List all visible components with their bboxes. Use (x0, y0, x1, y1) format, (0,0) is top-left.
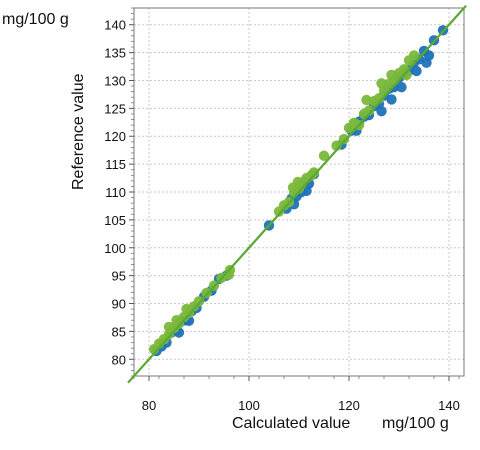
x-tick-label: 120 (338, 398, 360, 413)
data-point-green (386, 69, 397, 81)
data-point-green (193, 296, 205, 307)
data-point-green (287, 182, 299, 193)
data-point-green (401, 69, 412, 81)
x-tick-label: 80 (142, 398, 156, 413)
y-tick-label: 130 (104, 73, 126, 88)
y-tick-label: 80 (112, 352, 126, 367)
x-tick-label: 100 (238, 398, 260, 413)
data-point-green (376, 78, 387, 89)
y-tick-label: 105 (104, 213, 126, 228)
x-axis-label: Calculated value (232, 415, 351, 432)
data-point-green (171, 315, 182, 326)
y-tick-label: 95 (112, 269, 126, 284)
data-point-blue (396, 81, 407, 93)
y-tick-label: 135 (104, 46, 126, 61)
data-point-green (363, 105, 375, 116)
data-point-green (163, 321, 175, 333)
x-tick-label: 140 (438, 398, 460, 413)
y-tick-label: 120 (104, 129, 126, 144)
x-axis-unit: mg/100 g (382, 415, 449, 432)
fit-line (127, 5, 467, 384)
x-axis: 80 100 120 140 (133, 376, 460, 413)
data-point-blue (421, 57, 432, 68)
data-point-blue (376, 105, 387, 117)
y-tick-label: 125 (104, 101, 126, 116)
data-point-green (318, 150, 330, 161)
data-point-green (361, 94, 372, 106)
y-tick-label: 115 (105, 157, 126, 172)
data-point-green (181, 303, 192, 315)
data-point-blue (411, 65, 422, 77)
y-tick-label: 90 (112, 297, 126, 312)
y-tick-label: 110 (105, 185, 126, 200)
data-point-green (201, 287, 212, 299)
data-point-blue (386, 94, 397, 105)
y-axis-label: Reference value (70, 73, 87, 190)
y-tick-label: 100 (104, 241, 126, 256)
data-point-green (408, 50, 420, 61)
data-point-green (308, 167, 320, 178)
y-axis-unit: mg/100 g (2, 11, 69, 28)
data-point-green (338, 133, 350, 145)
y-axis: 80 85 90 95 100 105 110 115 120 125 130 135 140 (104, 7, 134, 377)
y-tick-label: 140 (104, 18, 126, 33)
y-tick-label: 85 (112, 324, 126, 339)
